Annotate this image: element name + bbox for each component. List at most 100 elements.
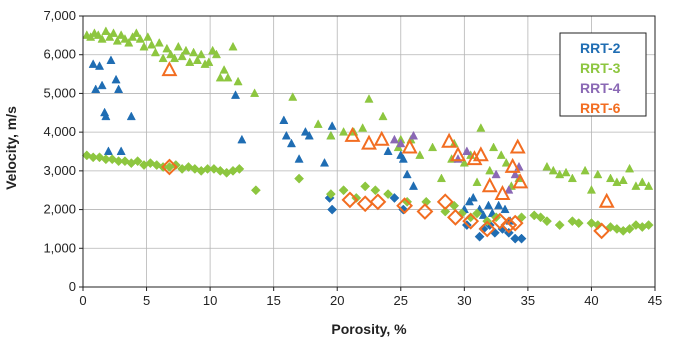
y-tick-label: 5,000: [43, 85, 76, 100]
y-axis-title: Velocity, m/s: [3, 106, 19, 190]
s-wave-point: [624, 223, 635, 234]
p-wave-point: [637, 177, 647, 186]
s-wave-point: [383, 189, 394, 200]
legend-item-rrt-3: RRT-3: [580, 60, 621, 76]
p-wave-point: [389, 134, 399, 144]
p-wave-point: [154, 37, 164, 47]
p-wave-point: [500, 204, 510, 214]
p-wave-point: [192, 55, 202, 64]
axis-ticks: 0 5 10 15 20 25 30 35 40 45 0 1,000 2,000 3,000 4,000 5…: [43, 8, 662, 308]
p-wave-point: [586, 185, 596, 194]
s-wave-point: [535, 212, 546, 223]
p-wave-point: [233, 76, 243, 86]
s-wave-point: [294, 173, 305, 184]
p-wave-point: [169, 53, 180, 63]
p-wave-point: [313, 119, 323, 128]
p-wave-point: [361, 134, 377, 150]
p-wave-point: [383, 146, 393, 155]
p-wave-point: [504, 157, 521, 173]
p-wave-point: [476, 123, 486, 132]
p-wave-point: [161, 61, 178, 77]
s-wave-point: [611, 223, 622, 234]
p-wave-point: [106, 55, 116, 64]
s-wave-point: [416, 203, 434, 220]
p-wave-point: [598, 192, 615, 208]
s-wave-point: [491, 212, 509, 230]
s-wave-point: [478, 220, 496, 238]
p-wave-point: [441, 132, 458, 148]
x-tick-label: 10: [203, 293, 217, 308]
p-wave-point: [494, 200, 504, 210]
p-wave-point: [101, 26, 111, 35]
p-wave-point: [97, 80, 107, 90]
p-wave-point: [185, 57, 195, 66]
x-tick-label: 25: [394, 293, 408, 308]
s-wave-point: [341, 191, 359, 209]
s-wave-point: [370, 185, 381, 196]
p-wave-point: [436, 173, 447, 183]
s-wave-point: [94, 152, 105, 163]
p-wave-point: [300, 127, 310, 136]
p-wave-point: [131, 28, 141, 37]
p-wave-point: [281, 130, 291, 140]
y-tick-label: 1,000: [43, 240, 76, 255]
p-wave-point: [147, 39, 157, 49]
p-wave-point: [496, 150, 506, 159]
p-wave-point: [286, 138, 297, 148]
p-wave-point: [408, 130, 419, 140]
p-wave-point: [211, 49, 222, 59]
p-wave-point: [196, 49, 206, 59]
s-wave-point: [356, 195, 374, 213]
x-tick-label: 20: [330, 293, 344, 308]
p-wave-point: [462, 146, 472, 155]
p-wave-point: [494, 184, 511, 200]
p-wave-point: [139, 41, 149, 51]
s-wave-point: [325, 189, 336, 200]
p-wave-point: [143, 32, 153, 41]
s-wave-point: [440, 206, 451, 217]
s-wave-point: [369, 193, 387, 211]
s-wave-point: [436, 193, 454, 211]
y-tick-label: 7,000: [43, 8, 76, 23]
p-wave-point: [112, 36, 122, 45]
p-wave-point: [396, 138, 406, 148]
p-wave-point: [398, 154, 408, 163]
p-wave-point: [618, 175, 628, 185]
x-tick-label: 35: [521, 293, 535, 308]
p-wave-point: [415, 150, 425, 159]
s-wave-point: [327, 204, 338, 215]
x-tick-label: 40: [584, 293, 598, 308]
p-wave-point: [509, 138, 526, 154]
s-wave-point: [506, 214, 524, 232]
y-tick-label: 4,000: [43, 124, 76, 139]
y-tick-label: 6,000: [43, 47, 76, 62]
p-wave-point: [481, 177, 498, 193]
p-wave-point: [561, 167, 571, 177]
p-wave-point: [339, 127, 349, 136]
legend-item-rrt-2: RRT-2: [580, 40, 621, 56]
s-wave-point: [161, 158, 178, 176]
p-wave-point: [491, 169, 501, 179]
s-wave-point: [474, 231, 485, 242]
p-wave-point: [326, 130, 336, 140]
s-wave-point: [250, 185, 261, 196]
p-wave-point: [344, 126, 361, 142]
p-wave-point: [158, 53, 168, 63]
p-wave-point: [580, 165, 590, 175]
s-wave-point: [462, 212, 480, 230]
p-wave-point: [605, 173, 616, 183]
p-wave-point: [208, 45, 218, 55]
s-wave-point: [472, 208, 482, 219]
p-wave-point: [181, 45, 191, 55]
x-tick-label: 30: [457, 293, 471, 308]
x-tick-label: 0: [79, 293, 86, 308]
p-wave-point: [485, 165, 495, 175]
p-wave-point: [401, 138, 418, 154]
series-rrt-6: [161, 61, 615, 240]
x-tick-label: 45: [648, 293, 662, 308]
s-wave-point: [500, 216, 518, 234]
p-wave-point: [94, 61, 105, 70]
p-wave-point: [593, 169, 603, 179]
p-wave-point: [126, 111, 136, 121]
